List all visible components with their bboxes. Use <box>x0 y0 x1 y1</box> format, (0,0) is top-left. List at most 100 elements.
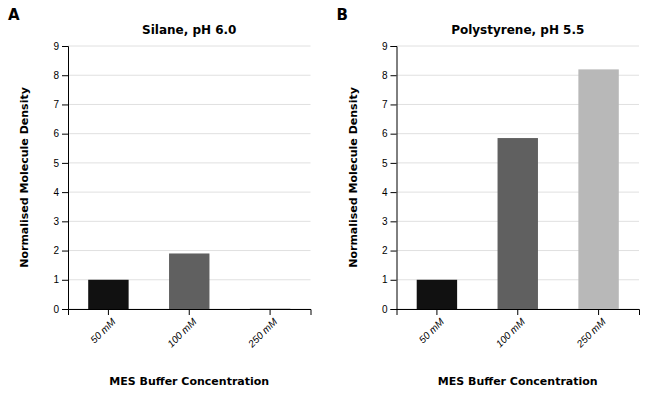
y-tick-label: 5 <box>53 158 59 169</box>
y-tick-mark <box>62 251 68 252</box>
y-axis: 0123456789 <box>53 41 68 315</box>
y-tick: 7 <box>53 99 68 110</box>
y-tick-label: 6 <box>53 128 59 139</box>
x-tick-label: 250 mM <box>245 316 280 351</box>
x-axis: 50 mM 100 mM 250 mM <box>69 309 312 350</box>
y-tick-mark <box>62 280 68 281</box>
y-tick-label: 7 <box>53 99 59 110</box>
y-tick-mark <box>391 221 397 222</box>
grid-line <box>68 75 311 76</box>
x-axis-title: MES Buffer Concentration <box>438 375 598 388</box>
x-tick-label: 100 mM <box>165 316 199 350</box>
y-tick: 8 <box>382 70 397 81</box>
y-tick-label: 7 <box>382 99 388 110</box>
title: Silane, pH 6.0 <box>142 23 236 37</box>
x-tick-mark <box>270 309 271 315</box>
y-tick-mark <box>391 163 397 164</box>
y-tick-label: 1 <box>382 274 388 285</box>
x-tick: 250 mM <box>245 309 280 350</box>
y-tick-label: 0 <box>382 304 388 315</box>
y-axis-line <box>391 47 398 310</box>
panel-label: A <box>8 6 20 24</box>
y-tick-label: 8 <box>53 70 59 81</box>
y-tick-label: 2 <box>382 245 388 256</box>
x-tick: 50 mM <box>88 309 118 345</box>
y-tick: 0 <box>53 304 68 315</box>
grid-line <box>68 162 311 163</box>
bar <box>169 253 209 309</box>
y-tick-mark <box>391 192 397 193</box>
x-tick: 100 mM <box>165 309 199 349</box>
title: Polystyrene, pH 5.5 <box>451 23 584 37</box>
y-tick-label: 3 <box>382 216 388 227</box>
grid <box>68 46 311 309</box>
y-axis-title: Normalised Molecule Density <box>347 87 360 268</box>
y-tick-label: 1 <box>53 274 59 285</box>
x-tick-label: 100 mM <box>494 316 528 350</box>
y-tick: 5 <box>53 158 68 169</box>
y-tick: 9 <box>53 41 68 52</box>
grid-line <box>68 250 311 251</box>
y-tick: 3 <box>382 216 397 227</box>
y-tick-mark <box>62 104 68 105</box>
y-tick: 6 <box>382 128 397 139</box>
y-tick-label: 9 <box>53 41 59 52</box>
y-tick-label: 4 <box>382 187 388 198</box>
y-tick-mark <box>391 134 397 135</box>
grid-line <box>68 221 311 222</box>
y-tick-mark <box>391 251 397 252</box>
y-tick-label: 5 <box>382 158 388 169</box>
y-tick: 9 <box>382 41 397 52</box>
x-axis-line <box>69 310 312 316</box>
y-tick: 4 <box>382 187 397 198</box>
bar <box>88 280 128 309</box>
grid-line <box>397 46 640 47</box>
bars <box>88 253 290 309</box>
y-tick: 7 <box>382 99 397 110</box>
bar <box>578 69 618 309</box>
x-tick-mark <box>189 309 190 315</box>
x-tick-mark <box>598 309 599 315</box>
y-tick: 2 <box>53 245 68 256</box>
panel: 0 1 2 3 4 5 6 7 8 9 50 mM 100 mM 250 mM MES Buffer Co… <box>347 23 640 388</box>
panel: 012345678950 mM100 mM250 mMMES Buffer Co… <box>18 23 311 388</box>
y-tick-mark <box>62 192 68 193</box>
x-tick: 100 mM <box>494 309 528 349</box>
y-axis: 0 1 2 3 4 5 6 7 8 9 <box>382 41 397 315</box>
y-tick-mark <box>391 104 397 105</box>
x-axis-line <box>397 310 640 316</box>
y-tick-label: 8 <box>382 70 388 81</box>
y-tick: 0 <box>382 304 397 315</box>
y-tick-mark <box>391 75 397 76</box>
bar <box>498 138 538 309</box>
y-tick: 3 <box>53 216 68 227</box>
y-tick-mark <box>62 46 68 47</box>
x-tick-label: 50 mM <box>88 316 118 346</box>
x-tick-mark <box>436 309 437 315</box>
bar <box>250 308 290 309</box>
y-tick-mark <box>62 309 68 310</box>
panel-label: B <box>337 6 348 24</box>
y-tick: 6 <box>53 128 68 139</box>
x-tick-label: 50 mM <box>417 316 447 346</box>
y-tick-mark <box>62 221 68 222</box>
y-tick-mark <box>391 46 397 47</box>
y-tick-label: 0 <box>53 304 59 315</box>
bar <box>417 280 457 309</box>
grid-line <box>68 133 311 134</box>
x-axis-title: MES Buffer Concentration <box>109 375 269 388</box>
x-tick: 50 mM <box>417 309 447 345</box>
y-tick-label: 6 <box>382 128 388 139</box>
y-tick: 1 <box>53 274 68 285</box>
y-tick-mark <box>62 163 68 164</box>
y-tick-label: 9 <box>382 41 388 52</box>
y-tick-mark <box>62 134 68 135</box>
grid-line <box>68 104 311 105</box>
y-tick: 2 <box>382 245 397 256</box>
y-tick: 5 <box>382 158 397 169</box>
y-tick-mark <box>391 309 397 310</box>
x-tick-label: 250 mM <box>574 316 609 351</box>
y-tick-mark <box>62 75 68 76</box>
x-axis: 50 mM 100 mM 250 mM <box>397 309 640 350</box>
y-axis-title: Normalised Molecule Density <box>18 87 31 268</box>
